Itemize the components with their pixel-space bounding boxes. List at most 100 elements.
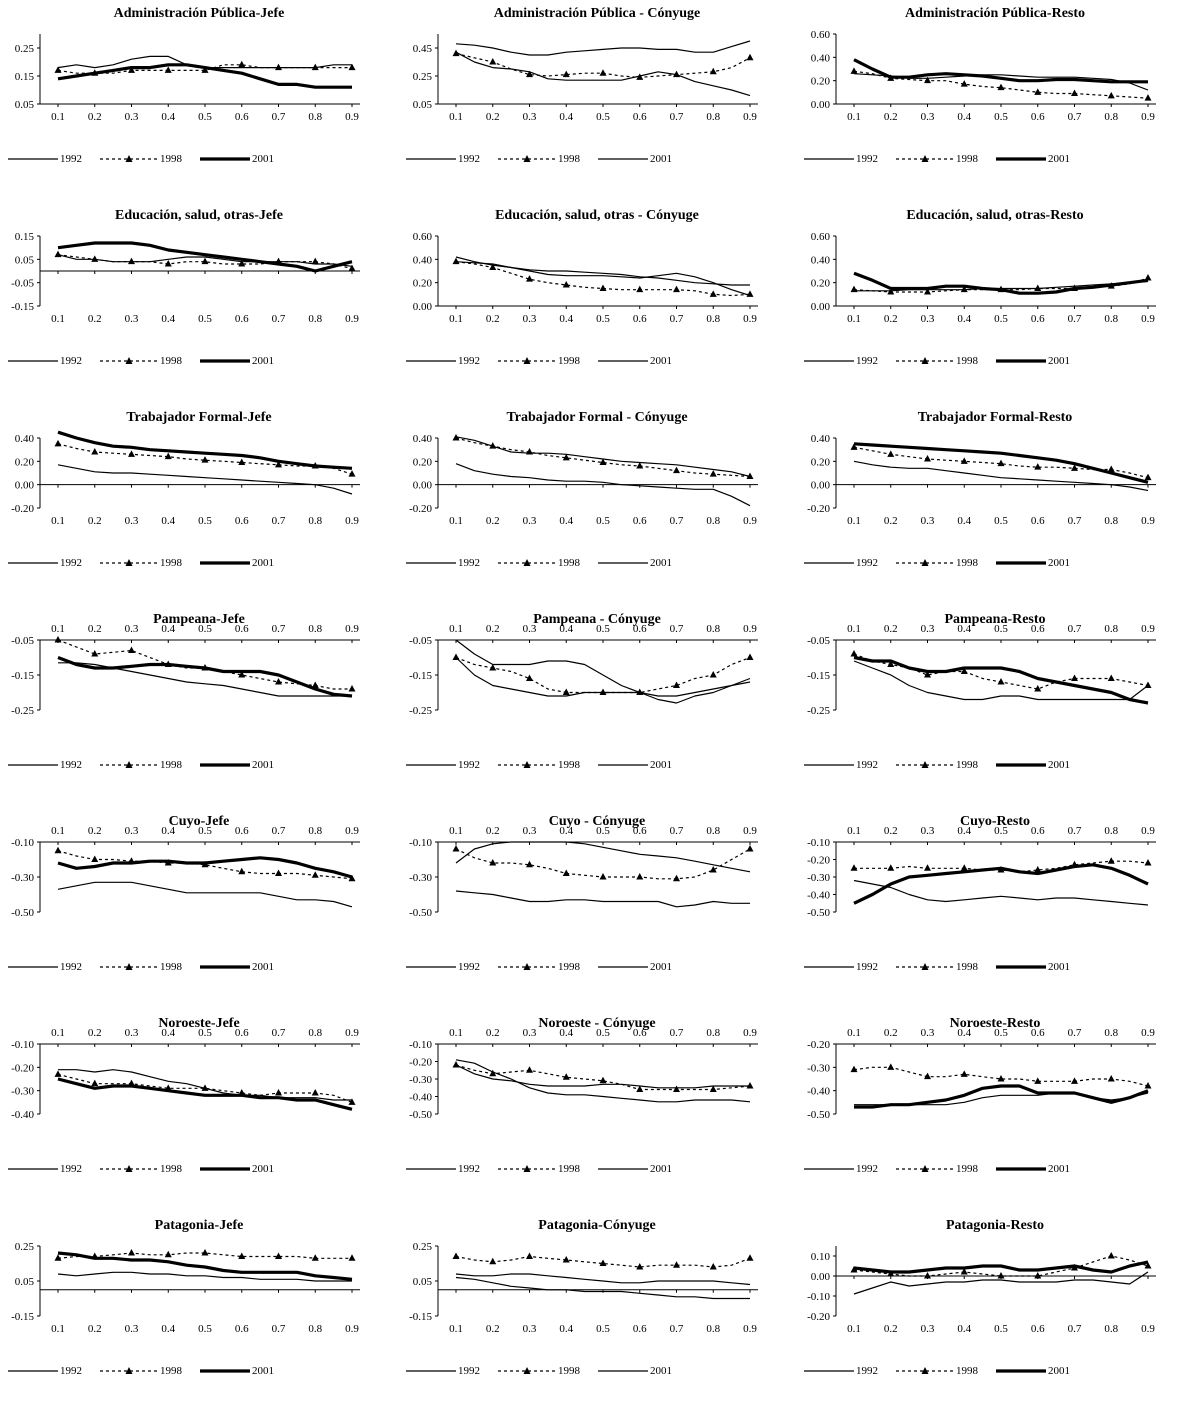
triangle-marker [746, 1082, 754, 1089]
x-tick-label: 0.9 [743, 515, 757, 527]
legend-item: 1992 [8, 352, 82, 370]
triangle-marker [960, 457, 968, 464]
triangle-marker [311, 1089, 319, 1096]
x-tick-label: 0.6 [235, 623, 249, 635]
legend-label: 1998 [558, 153, 580, 165]
x-tick-label: 0.2 [486, 111, 500, 123]
triangle-marker [452, 1061, 460, 1068]
x-tick-label: 0.3 [523, 1027, 537, 1039]
series-line [853, 863, 1149, 905]
x-tick-label: 0.8 [1104, 623, 1118, 635]
y-tick-label: -0.10 [807, 837, 830, 849]
y-tick-label: 0.15 [15, 71, 35, 83]
x-tick-label: 0.9 [345, 111, 359, 123]
x-tick-label: 0.9 [743, 825, 757, 837]
legend-swatch [996, 359, 1046, 363]
x-tick-label: 0.2 [486, 515, 500, 527]
legend-label: 2001 [252, 557, 274, 569]
legend-item: 2001 [598, 756, 672, 774]
legend-swatch [406, 1168, 456, 1170]
x-tick-label: 0.6 [1031, 623, 1045, 635]
y-tick-label: -0.20 [409, 1057, 432, 1069]
legend: 1992 1998 2001 [0, 1362, 398, 1380]
y-tick-label: 0.20 [413, 278, 433, 290]
triangle-marker [523, 761, 531, 768]
triangle-marker [960, 1268, 968, 1275]
plot-area: 0.40 0.20 0.00 -0.20 0.1 0.2 0.3 0.4 0.5 0.6 0.7 0.… [807, 433, 1156, 527]
legend-swatch [804, 158, 854, 160]
series-line [853, 58, 1148, 84]
x-tick-label: 0.1 [449, 515, 463, 527]
triangle-marker [562, 869, 570, 876]
legend-item: 1992 [8, 756, 82, 774]
chart-title: Noroeste-Resto [949, 1016, 1041, 1031]
legend-item: 2001 [200, 756, 274, 774]
y-tick-label: -0.40 [807, 1086, 830, 1098]
chart-title: Pampeana-Resto [944, 612, 1046, 627]
triangle-marker [164, 452, 172, 460]
legend-label: 1998 [160, 355, 182, 367]
legend-swatch [598, 1168, 648, 1170]
legend-swatch [896, 761, 954, 768]
y-tick-label: -0.15 [409, 670, 432, 682]
y-tick-label: -0.05 [807, 635, 830, 647]
series-line [455, 890, 750, 908]
x-tick-label: 0.7 [272, 515, 286, 527]
legend-label: 2001 [1048, 1365, 1070, 1377]
x-tick-label: 0.8 [1104, 825, 1118, 837]
chart-title: Trabajador Formal - Cónyuge [506, 410, 688, 425]
legend-label: 1998 [558, 759, 580, 771]
y-tick-label: -0.50 [409, 1109, 432, 1121]
x-tick-label: 0.7 [1068, 623, 1082, 635]
triangle-marker [924, 455, 931, 462]
x-tick-label: 0.6 [1031, 1323, 1045, 1335]
y-tick-label: -0.15 [11, 1311, 34, 1323]
y-tick-label: -0.05 [11, 635, 34, 647]
x-tick-label: 0.9 [345, 825, 359, 837]
legend-label: 2001 [1048, 557, 1070, 569]
legend-item: 1992 [406, 1362, 480, 1380]
triangle-marker [275, 63, 282, 71]
legend: 1992 1998 2001 [796, 1362, 1194, 1380]
triangle-marker [599, 873, 607, 880]
legend-label: 1998 [160, 1163, 182, 1175]
triangle-marker [201, 66, 209, 73]
y-tick-label: -0.05 [11, 278, 34, 290]
y-tick-label: 0.25 [15, 1241, 35, 1253]
x-tick-label: 0.4 [161, 1027, 175, 1039]
x-tick-label: 0.5 [596, 1323, 610, 1335]
legend-label: 1998 [956, 961, 978, 973]
triangle-marker [709, 1263, 717, 1270]
legend-item: 2001 [200, 1362, 274, 1380]
legend-label: 2001 [650, 355, 672, 367]
triangle-marker [348, 1098, 356, 1105]
x-tick-label: 0.8 [308, 825, 322, 837]
x-tick-label: 0.2 [884, 313, 898, 325]
triangle-marker [526, 275, 533, 282]
triangle-marker [924, 671, 931, 678]
triangle-marker [275, 869, 282, 876]
chart-title: Educación, salud, otras - Cónyuge [495, 208, 699, 223]
legend-item: 2001 [996, 352, 1070, 370]
triangle-marker [997, 459, 1005, 467]
plot-area: -0.05 -0.15 -0.25 0.1 0.2 0.3 0.4 0.5 0.6 0.7 0.8 0… [807, 623, 1156, 717]
x-tick-label: 0.9 [1141, 825, 1155, 837]
series-line [57, 64, 352, 74]
x-tick-label: 0.8 [308, 111, 322, 123]
legend-item: 1998 [100, 958, 182, 976]
x-tick-label: 0.1 [51, 313, 65, 325]
legend-item: 1992 [406, 150, 480, 168]
triangle-marker [921, 1367, 929, 1374]
y-tick-label: 0.40 [811, 52, 831, 64]
legend-swatch [598, 360, 648, 362]
x-tick-label: 0.1 [449, 313, 463, 325]
triangle-marker [1107, 1252, 1115, 1259]
legend-swatch [200, 763, 250, 767]
triangle-marker [709, 67, 717, 75]
legend-item: 1998 [896, 958, 978, 976]
x-tick-label: 0.2 [486, 1323, 500, 1335]
x-tick-label: 0.5 [596, 1027, 610, 1039]
x-tick-label: 0.2 [884, 515, 898, 527]
series-line [57, 464, 353, 495]
triangle-marker [709, 671, 717, 678]
